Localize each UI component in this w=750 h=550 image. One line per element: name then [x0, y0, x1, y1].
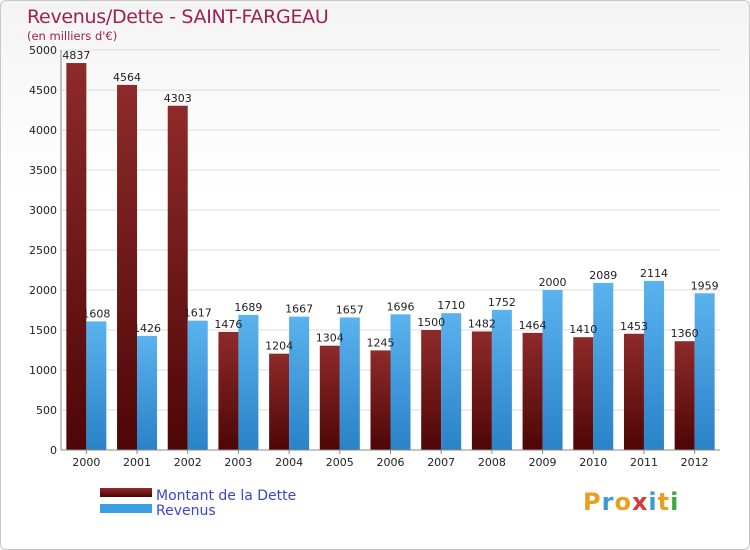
value-label-debt-2002: 4303 — [164, 92, 192, 105]
y-tick-label: 3500 — [29, 164, 57, 177]
x-tick-label-2010: 2010 — [579, 456, 607, 469]
value-label-revenus-2010: 2089 — [589, 269, 617, 282]
logo-letter: t — [657, 488, 671, 516]
bar-debt-2003 — [218, 331, 239, 450]
legend-label-revenus: Revenus — [156, 503, 216, 519]
y-tick-label: 2000 — [29, 284, 57, 297]
value-label-revenus-2003: 1689 — [234, 301, 262, 314]
bar-debt-2004 — [269, 353, 290, 450]
legend-swatch-debt — [100, 488, 152, 497]
bar-debt-2011 — [623, 333, 644, 450]
chart-subtitle: (en milliers d'€) — [27, 29, 118, 43]
legend-label-debt: Montant de la Dette — [156, 488, 296, 504]
logo-letter: o — [614, 488, 632, 516]
value-label-revenus-2008: 1752 — [488, 296, 516, 309]
value-label-debt-2004: 1204 — [265, 340, 293, 353]
value-label-debt-2001: 4564 — [113, 71, 141, 84]
bar-debt-2001 — [117, 84, 138, 450]
bar-revenus-2005 — [339, 317, 360, 450]
bar-revenus-2011 — [643, 280, 664, 450]
value-label-revenus-2001: 1426 — [133, 322, 161, 335]
logo-letter: P — [583, 488, 602, 516]
logo-letter: i — [648, 488, 658, 516]
bar-revenus-2009 — [542, 290, 563, 450]
bar-revenus-2006 — [390, 314, 411, 450]
y-tick-label: 0 — [50, 444, 57, 457]
bar-debt-2002 — [167, 105, 188, 450]
value-label-debt-2010: 1410 — [569, 323, 597, 336]
value-label-revenus-2009: 2000 — [539, 276, 567, 289]
axis-layer: 0 500 1000 1500 2000 2500 3000 3500 4000 4500 5000… — [29, 44, 720, 469]
x-tick-label-2005: 2005 — [326, 456, 354, 469]
legend: Montant de la Dette Revenus — [100, 488, 296, 519]
y-tick-label: 4000 — [29, 124, 57, 137]
logo-letter: x — [631, 488, 649, 516]
y-tick-label: 1000 — [29, 364, 57, 377]
bar-revenus-2008 — [491, 309, 512, 450]
bar-debt-2006 — [370, 350, 391, 450]
logo-letter: i — [670, 488, 680, 516]
value-label-debt-2007: 1500 — [417, 316, 445, 329]
value-label-debt-2003: 1476 — [214, 318, 242, 331]
x-tick-label-2006: 2006 — [377, 456, 405, 469]
bar-revenus-2002 — [187, 320, 208, 450]
bar-debt-2005 — [319, 345, 340, 450]
value-label-revenus-2002: 1617 — [184, 307, 212, 320]
y-tick-label: 5000 — [29, 44, 57, 57]
x-tick-label-2004: 2004 — [275, 456, 303, 469]
value-label-revenus-2005: 1657 — [336, 303, 364, 316]
bar-debt-2012 — [674, 341, 695, 450]
value-label-debt-2000: 4837 — [62, 49, 90, 62]
bar-debt-2008 — [471, 331, 492, 450]
bar-revenus-2010 — [593, 282, 614, 450]
bar-debt-2009 — [522, 332, 543, 450]
bar-revenus-2000 — [86, 321, 107, 450]
x-tick-label-2002: 2002 — [174, 456, 202, 469]
x-tick-label-2001: 2001 — [123, 456, 151, 469]
logo-letter: r — [601, 488, 615, 516]
value-label-revenus-2012: 1959 — [691, 279, 719, 292]
proxiti-logo: Proxiti — [583, 488, 679, 516]
x-tick-label-2012: 2012 — [681, 456, 709, 469]
value-label-debt-2005: 1304 — [316, 332, 344, 345]
y-tick-label: 2500 — [29, 244, 57, 257]
value-label-revenus-2000: 1608 — [82, 307, 110, 320]
bar-debt-2010 — [573, 337, 594, 450]
value-label-debt-2011: 1453 — [620, 320, 648, 333]
bar-revenus-2004 — [289, 316, 310, 450]
value-label-debt-2012: 1360 — [671, 327, 699, 340]
bar-debt-2007 — [421, 330, 442, 450]
x-tick-label-2003: 2003 — [224, 456, 252, 469]
bar-debt-2000 — [66, 63, 87, 450]
bar-revenus-2007 — [441, 313, 462, 450]
y-tick-label: 1500 — [29, 324, 57, 337]
y-tick-label: 4500 — [29, 84, 57, 97]
value-label-revenus-2007: 1710 — [437, 299, 465, 312]
x-tick-label-2009: 2009 — [529, 456, 557, 469]
legend-swatch-revenus — [100, 504, 152, 513]
value-label-debt-2006: 1245 — [367, 336, 395, 349]
bar-revenus-2003 — [238, 314, 259, 450]
x-tick-label-2000: 2000 — [72, 456, 100, 469]
value-label-revenus-2004: 1667 — [285, 303, 313, 316]
chart-title: Revenus/Dette - SAINT-FARGEAU — [27, 6, 329, 28]
x-tick-label-2011: 2011 — [630, 456, 658, 469]
bar-revenus-2001 — [137, 335, 158, 450]
x-tick-label-2008: 2008 — [478, 456, 506, 469]
y-tick-label: 500 — [36, 404, 57, 417]
bar-revenus-2012 — [694, 293, 715, 450]
bars-layer — [66, 63, 715, 450]
value-label-debt-2008: 1482 — [468, 317, 496, 330]
value-label-debt-2009: 1464 — [519, 319, 547, 332]
y-tick-label: 3000 — [29, 204, 57, 217]
value-label-revenus-2006: 1696 — [387, 300, 415, 313]
x-tick-label-2007: 2007 — [427, 456, 455, 469]
value-label-revenus-2011: 2114 — [640, 267, 668, 280]
